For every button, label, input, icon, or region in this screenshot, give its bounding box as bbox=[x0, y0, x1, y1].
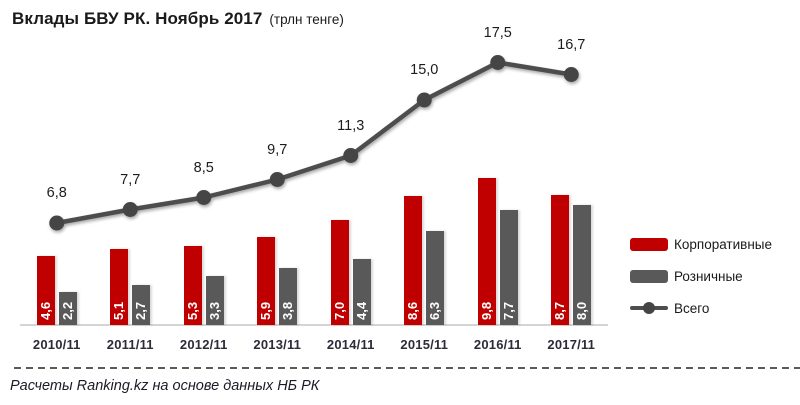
x-axis-label-2012-11: 2012/11 bbox=[179, 337, 228, 352]
chart-subtitle: (трлн тенге) bbox=[269, 12, 344, 27]
retail-bar-2014-11 bbox=[352, 259, 371, 325]
chart-title: Вклады БВУ РК. Ноябрь 2017 bbox=[12, 9, 263, 28]
total-value-2013-11: 9,7 bbox=[267, 141, 288, 158]
corporate-bar-2010-11 bbox=[36, 256, 55, 325]
corporate-bar-2014-11 bbox=[330, 220, 349, 325]
legend-label-retail: Розничные bbox=[674, 268, 743, 284]
total-line bbox=[54, 60, 574, 226]
x-axis-label-2011-11: 2011/11 bbox=[106, 337, 154, 352]
total-line-marker-2011-11 bbox=[122, 202, 138, 217]
corporate-bar-2017-11 bbox=[551, 194, 570, 325]
total-line-marker-2017-11 bbox=[563, 67, 579, 82]
x-axis-label-2010-11: 2010/11 bbox=[32, 337, 81, 352]
retail-bar-2016-11 bbox=[499, 209, 518, 325]
corporate-bar-2013-11 bbox=[257, 236, 276, 325]
legend-line-marker-icon bbox=[630, 301, 668, 315]
retail-bar-2015-11 bbox=[426, 230, 445, 325]
corporate-bar-2016-11 bbox=[477, 178, 496, 325]
total-value-2014-11: 11,3 bbox=[337, 117, 365, 134]
retail-bar-2017-11 bbox=[573, 205, 592, 325]
total-value-2010-11: 6,8 bbox=[46, 185, 67, 201]
dashed-divider bbox=[14, 367, 800, 369]
total-value-2016-11: 17,5 bbox=[483, 24, 512, 41]
total-line-marker-2015-11 bbox=[416, 92, 432, 108]
x-axis-label-2014-11: 2014/11 bbox=[326, 337, 375, 352]
legend-swatch-corporate bbox=[630, 237, 668, 251]
corporate-bar-2015-11 bbox=[404, 196, 423, 325]
total-line-marker-2013-11 bbox=[269, 172, 285, 187]
total-line-marker-2016-11 bbox=[490, 55, 506, 70]
total-value-2017-11: 16,7 bbox=[557, 36, 586, 53]
x-axis-label-2016-11: 2016/11 bbox=[473, 337, 522, 352]
corporate-bar-2011-11 bbox=[110, 248, 129, 325]
legend-item-corporate: Корпоративные bbox=[630, 232, 772, 256]
total-line-marker-2010-11 bbox=[49, 215, 65, 231]
retail-bar-2012-11 bbox=[205, 275, 224, 325]
total-value-2012-11: 8,5 bbox=[193, 159, 214, 176]
x-axis-label-2017-11: 2017/11 bbox=[547, 337, 596, 352]
legend-item-total: Всего bbox=[630, 296, 772, 320]
total-line-marker-2014-11 bbox=[343, 148, 359, 163]
x-axis-label-2013-11: 2013/11 bbox=[253, 337, 302, 352]
total-line-marker-2012-11 bbox=[196, 190, 212, 205]
retail-bar-2013-11 bbox=[279, 268, 298, 325]
retail-bar-2010-11 bbox=[58, 292, 77, 325]
legend-line-dot bbox=[643, 302, 655, 314]
legend: Корпоративные Розничные Всего bbox=[630, 232, 772, 328]
legend-swatch-retail bbox=[630, 269, 668, 283]
total-value-2015-11: 15,0 bbox=[410, 62, 439, 78]
x-axis-label-2015-11: 2015/11 bbox=[400, 337, 449, 352]
x-axis-baseline bbox=[20, 324, 608, 326]
retail-bar-2011-11 bbox=[132, 284, 151, 325]
legend-label-corporate: Корпоративные bbox=[674, 236, 772, 252]
chart-title-row: Вклады БВУ РК. Ноябрь 2017 (трлн тенге) bbox=[12, 9, 344, 29]
corporate-bar-2012-11 bbox=[183, 245, 202, 325]
legend-label-total: Всего bbox=[674, 300, 710, 316]
total-value-2011-11: 7,7 bbox=[120, 171, 141, 188]
source-note: Расчеты Ranking.kz на основе данных НБ Р… bbox=[10, 378, 320, 394]
legend-item-retail: Розничные bbox=[630, 264, 772, 288]
